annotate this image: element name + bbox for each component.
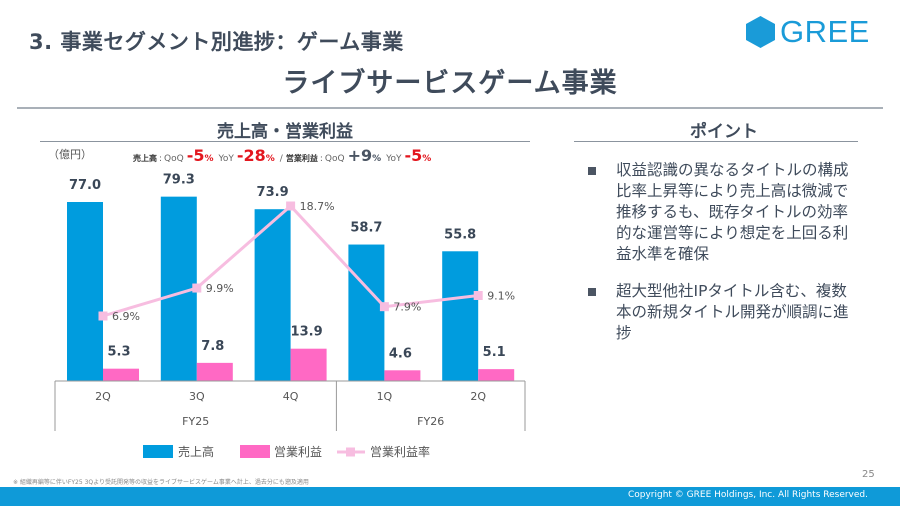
op-margin-data-label: 9.1% — [487, 289, 515, 302]
copyright: Copyright © GREE Holdings, Inc. All Righ… — [627, 490, 868, 500]
revenue-growth-label: 売上高 — [133, 154, 157, 163]
legend-revenue-label: 売上高 — [178, 444, 214, 459]
growth-summary: 売上高 : QoQ -5 % YoY -28 % / 営業利益 : QoQ +9… — [133, 146, 434, 165]
op-income-bar — [103, 368, 139, 381]
yoy-label: YoY — [386, 154, 402, 164]
percent-sign: % — [422, 154, 432, 164]
heading-divider — [17, 107, 883, 109]
op-margin-marker — [192, 283, 202, 293]
op-margin-data-label: 7.9% — [393, 301, 421, 314]
op-margin-data-label: 18.7% — [300, 200, 335, 213]
legend-op-income-swatch — [240, 445, 270, 458]
x-tick-label: 3Q — [189, 390, 205, 403]
op-income-data-label: 5.1 — [483, 345, 506, 360]
x-tick-label: 4Q — [283, 390, 299, 403]
revenue-qoq-value: -5 — [186, 146, 205, 165]
op-income-data-label: 13.9 — [291, 325, 323, 340]
revenue-data-label: 55.8 — [444, 227, 476, 242]
footnote: ※ 組織再編等に伴いFY25 3Qより受託開発等の収益をライブサービスゲーム事業… — [13, 479, 309, 486]
op-income-bar — [196, 362, 233, 381]
revenue-yoy-value: -28 — [236, 146, 266, 165]
revenue-bar — [442, 251, 479, 381]
chart-title-divider — [40, 141, 530, 142]
point-text: 収益認識の異なるタイトルの構成比率上昇等により売上高は微減で推移するも、既存タイ… — [616, 161, 849, 263]
points-title: ポイント — [690, 122, 758, 142]
fiscal-year-label: FY25 — [182, 415, 209, 428]
revenue-bar — [348, 244, 385, 381]
point-item: 超大型他社IPタイトル含む、複数本の新規タイトル開発が順調に進捗 — [588, 281, 858, 344]
page-heading: ライブサービスゲーム事業 — [282, 68, 618, 99]
percent-sign: % — [372, 154, 382, 164]
square-bullet-icon — [588, 167, 596, 175]
logo-text: GREE — [780, 14, 870, 49]
revenue-data-label: 77.0 — [69, 178, 101, 193]
op-margin-data-label: 6.9% — [112, 310, 140, 323]
page-number: 25 — [862, 469, 875, 480]
footer-bar — [0, 487, 900, 506]
chart-title: 売上高・営業利益 — [217, 122, 353, 142]
qoq-label: QoQ — [324, 154, 345, 164]
op-margin-marker — [286, 201, 296, 211]
slash-separator: / — [279, 154, 283, 164]
revenue-bar — [254, 209, 291, 381]
qoq-label: QoQ — [164, 154, 184, 164]
unit-label: （億円） — [48, 148, 92, 161]
op-margin-marker — [379, 302, 389, 312]
op-income-data-label: 7.8 — [201, 339, 224, 354]
x-tick-label: 2Q — [470, 390, 486, 403]
revenue-data-label: 79.3 — [163, 173, 195, 188]
fiscal-year-label: FY26 — [417, 415, 444, 428]
op-income-bar — [384, 370, 421, 381]
point-text: 超大型他社IPタイトル含む、複数本の新規タイトル開発が順調に進捗 — [616, 282, 849, 342]
x-tick-label: 2Q — [95, 390, 111, 403]
legend-op-income-label: 営業利益 — [274, 445, 322, 459]
revenue-op-income-chart: 77.0 5.3 79.3 7.8 73.9 13.9 58.7 4.6 55.8 5.1 6.9%… — [54, 173, 526, 459]
x-tick-label: 1Q — [377, 390, 393, 403]
points-list: 収益認識の異なるタイトルの構成比率上昇等により売上高は微減で推移するも、既存タイ… — [588, 160, 858, 360]
revenue-data-label: 58.7 — [350, 221, 382, 236]
op-margin-marker — [473, 290, 483, 300]
revenue-bar — [67, 202, 103, 381]
points-title-divider — [574, 141, 858, 142]
op-margin-data-label: 9.9% — [206, 282, 234, 295]
percent-sign: % — [265, 154, 275, 164]
op-income-growth-label: 営業利益 — [285, 154, 318, 163]
hexagon-logo-icon — [746, 16, 775, 48]
op-income-bar — [478, 369, 515, 381]
op-income-data-label: 5.3 — [107, 345, 130, 360]
section-title: 3. 事業セグメント別進捗：ゲーム事業 — [29, 30, 404, 54]
op-income-bar — [290, 348, 327, 381]
op-income-qoq-value: +9 — [347, 146, 373, 165]
gree-logo: GREE — [745, 14, 870, 50]
legend-op-margin-label: 営業利益率 — [370, 444, 430, 459]
op-margin-marker — [98, 311, 108, 321]
legend-revenue-swatch — [143, 445, 173, 458]
op-income-yoy-value: -5 — [404, 146, 423, 165]
op-income-data-label: 4.6 — [389, 346, 412, 361]
percent-sign: % — [204, 154, 214, 164]
legend-op-margin-marker — [346, 447, 355, 457]
separator: : — [159, 154, 163, 164]
separator: : — [319, 154, 323, 164]
square-bullet-icon — [588, 288, 596, 296]
revenue-data-label: 73.9 — [257, 185, 289, 200]
point-item: 収益認識の異なるタイトルの構成比率上昇等により売上高は微減で推移するも、既存タイ… — [588, 160, 858, 265]
yoy-label: YoY — [218, 154, 234, 164]
